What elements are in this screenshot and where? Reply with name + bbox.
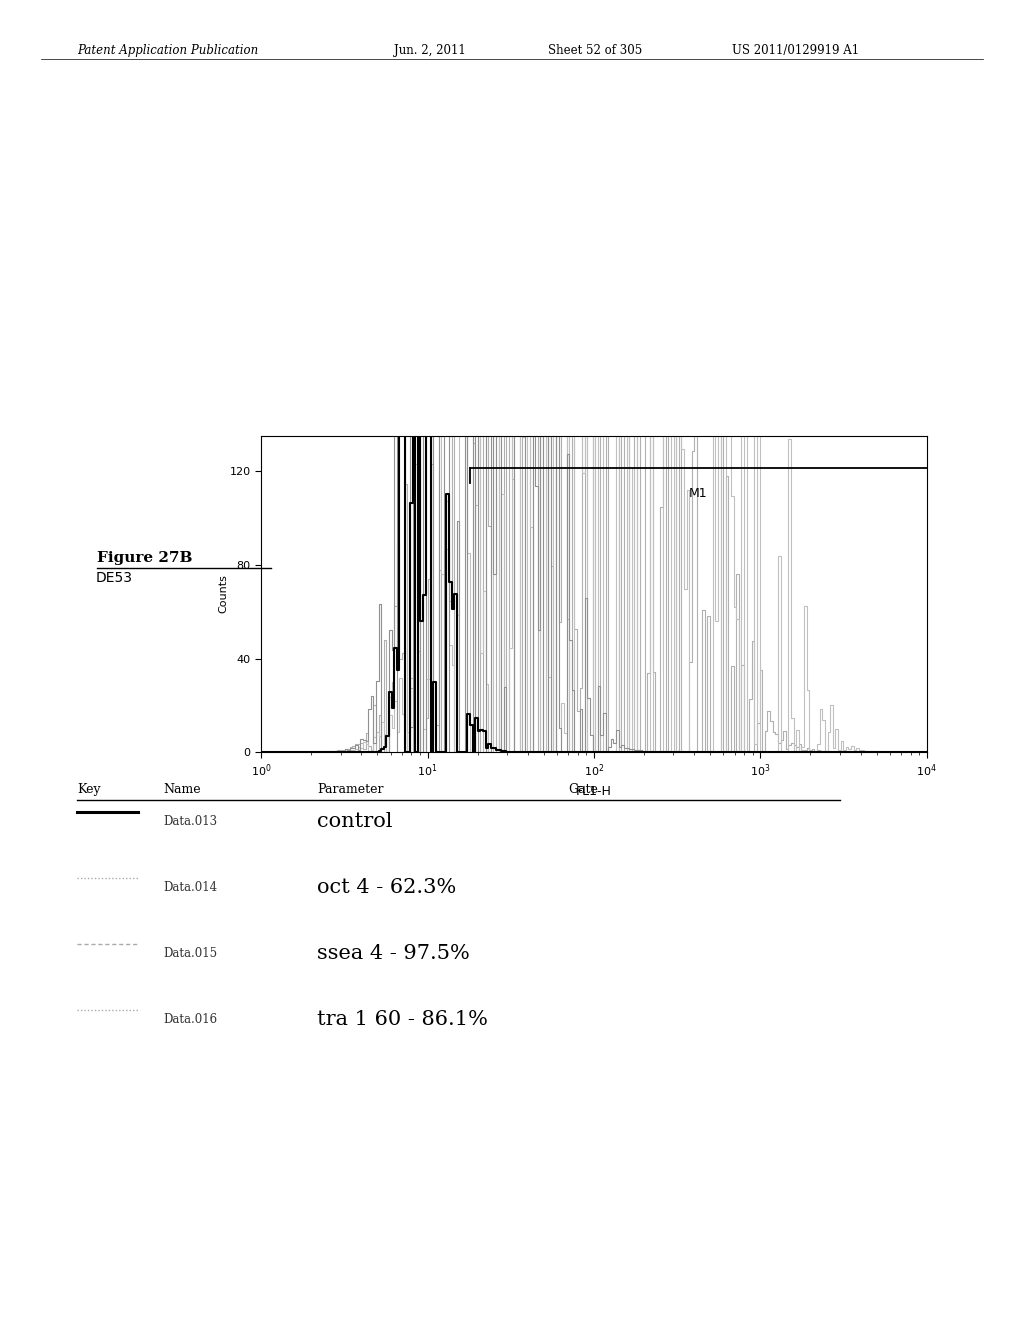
Text: Jun. 2, 2011: Jun. 2, 2011	[394, 45, 466, 57]
Text: Data.014: Data.014	[164, 880, 218, 894]
Text: M1: M1	[689, 487, 708, 500]
Text: DE53: DE53	[95, 572, 132, 585]
Text: tra 1 60 - 86.1%: tra 1 60 - 86.1%	[317, 1010, 488, 1028]
Text: Data.013: Data.013	[164, 814, 218, 828]
Text: Data.016: Data.016	[164, 1012, 218, 1026]
Text: Gate: Gate	[568, 783, 598, 796]
Text: Sheet 52 of 305: Sheet 52 of 305	[548, 45, 642, 57]
Text: ssea 4 - 97.5%: ssea 4 - 97.5%	[317, 944, 470, 962]
Text: Parameter: Parameter	[317, 783, 384, 796]
Text: Data.015: Data.015	[164, 946, 218, 960]
Text: oct 4 - 62.3%: oct 4 - 62.3%	[317, 878, 457, 896]
Text: Figure 27B: Figure 27B	[97, 550, 193, 565]
Text: control: control	[317, 812, 393, 830]
Text: US 2011/0129919 A1: US 2011/0129919 A1	[732, 45, 859, 57]
Text: Key: Key	[77, 783, 100, 796]
Text: Patent Application Publication: Patent Application Publication	[77, 45, 258, 57]
Text: Name: Name	[164, 783, 202, 796]
Y-axis label: Counts: Counts	[218, 574, 228, 614]
X-axis label: FL1-H: FL1-H	[575, 785, 612, 799]
